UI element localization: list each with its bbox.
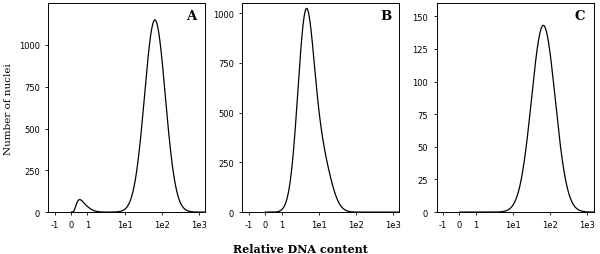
Text: B: B: [380, 10, 392, 23]
Text: A: A: [186, 10, 197, 23]
Text: C: C: [575, 10, 585, 23]
Y-axis label: Number of nuclei: Number of nuclei: [4, 62, 13, 154]
Text: Relative DNA content: Relative DNA content: [233, 243, 367, 254]
